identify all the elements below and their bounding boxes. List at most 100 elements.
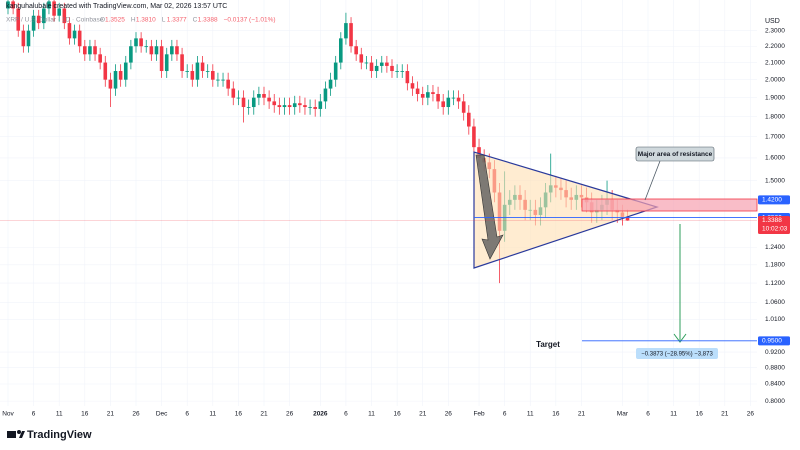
candle-body	[134, 38, 138, 47]
x-tick-label: 16	[81, 411, 89, 418]
x-tick-label: Mar	[617, 411, 629, 418]
candle-body	[164, 54, 169, 72]
candle-body	[410, 83, 415, 89]
callout-box	[635, 146, 715, 162]
logo-text: TradingView	[27, 429, 92, 441]
candle-body	[441, 101, 445, 108]
ohlc-prefix: C	[193, 17, 198, 24]
candle-body	[472, 126, 476, 148]
candle-body	[292, 103, 297, 108]
x-tick-label: 26	[132, 411, 140, 418]
candle-body	[308, 107, 312, 108]
ohlc-change: −0.0137 (−1.01%)	[224, 17, 276, 24]
candle-body	[129, 46, 133, 63]
candle-body	[6, 1, 10, 9]
candle-body	[344, 23, 348, 39]
candle-body	[216, 79, 220, 81]
y-tick-label: 1.1200	[765, 280, 785, 287]
x-tick-label: 6	[646, 411, 650, 418]
candle-body	[149, 46, 154, 55]
candle-body	[446, 97, 451, 108]
candle-body	[262, 94, 266, 98]
candle-body	[211, 71, 215, 80]
candle-body	[251, 97, 256, 108]
x-tick-label: 6	[185, 411, 189, 418]
candle-body	[451, 97, 456, 99]
x-tick-label: 11	[670, 411, 677, 418]
x-tick-label: 26	[747, 411, 755, 418]
candle-body	[272, 101, 277, 106]
y-tick-label: 0.9200	[765, 349, 785, 356]
candle-body	[170, 46, 174, 55]
candle-body	[359, 54, 364, 63]
candle-body	[400, 71, 405, 72]
last-price-marker	[758, 215, 790, 234]
candle-body	[364, 62, 369, 64]
candle-body	[175, 46, 179, 55]
candle-body	[436, 94, 440, 102]
price-marker-label: 0.9500	[762, 338, 782, 345]
candle-body	[98, 54, 102, 63]
candle-body	[52, 1, 56, 16]
x-tick-label: 16	[696, 411, 704, 418]
candle-body	[226, 79, 230, 89]
candle-body	[108, 79, 113, 89]
candle-body	[231, 88, 236, 98]
candle-body	[144, 46, 149, 48]
candle-body	[431, 92, 435, 95]
resistance-zone	[581, 198, 758, 212]
logo-mark	[7, 431, 16, 438]
candle-body	[190, 71, 195, 80]
measure-text: −0.3873 (−28.95%) −3,873	[641, 352, 713, 358]
credit: kanguhalubale created with TradingView.c…	[6, 3, 227, 10]
candle-body	[57, 8, 61, 16]
measure-box	[636, 348, 718, 359]
candle-body	[369, 62, 374, 72]
y-tick-label: 2.2000	[765, 43, 785, 50]
candle-body	[83, 46, 87, 55]
drawings: Major area of resistance Target −0.3873 …	[473, 146, 758, 359]
candle-body	[180, 54, 184, 72]
x-tick-label: 6	[344, 411, 348, 418]
candle-body	[385, 62, 389, 66]
price-marker	[758, 195, 790, 205]
candle-body	[323, 88, 328, 102]
ohlc-prefix: L	[162, 17, 166, 24]
x-tick-label: Dec	[156, 411, 168, 418]
candle-body	[374, 65, 379, 72]
currency: USD	[765, 18, 780, 25]
y-tick-label: 1.0600	[765, 299, 785, 306]
callout-line	[644, 160, 661, 201]
candle-body	[467, 112, 471, 127]
candle-body	[303, 105, 307, 108]
x-tick-label: 11	[368, 411, 375, 418]
logo-mark	[17, 430, 21, 434]
candle-body	[267, 97, 271, 102]
candle-body	[415, 88, 420, 95]
candle-body	[333, 62, 338, 80]
candle-body	[461, 101, 466, 113]
candle-body	[31, 15, 36, 31]
candle-body	[246, 107, 251, 108]
callout-text: Major area of resistance	[638, 151, 713, 158]
candle-body	[298, 103, 302, 106]
candle-body	[42, 8, 46, 24]
y-tick-label: 2.3000	[765, 27, 785, 34]
candle-body	[26, 30, 31, 47]
candle-body	[477, 147, 481, 158]
x-tick-label: 16	[394, 411, 402, 418]
candle-body	[390, 65, 394, 72]
candle-body	[195, 62, 200, 80]
last-price-label: 1.3388	[762, 217, 782, 224]
x-tick-label: Nov	[2, 411, 14, 418]
candle-body	[339, 38, 343, 63]
candle-body	[257, 94, 261, 98]
candle-body	[11, 1, 15, 9]
candle-body	[456, 97, 461, 102]
price-marker	[758, 336, 790, 346]
candle-body	[221, 79, 225, 81]
x-tick-label: Feb	[473, 411, 485, 418]
